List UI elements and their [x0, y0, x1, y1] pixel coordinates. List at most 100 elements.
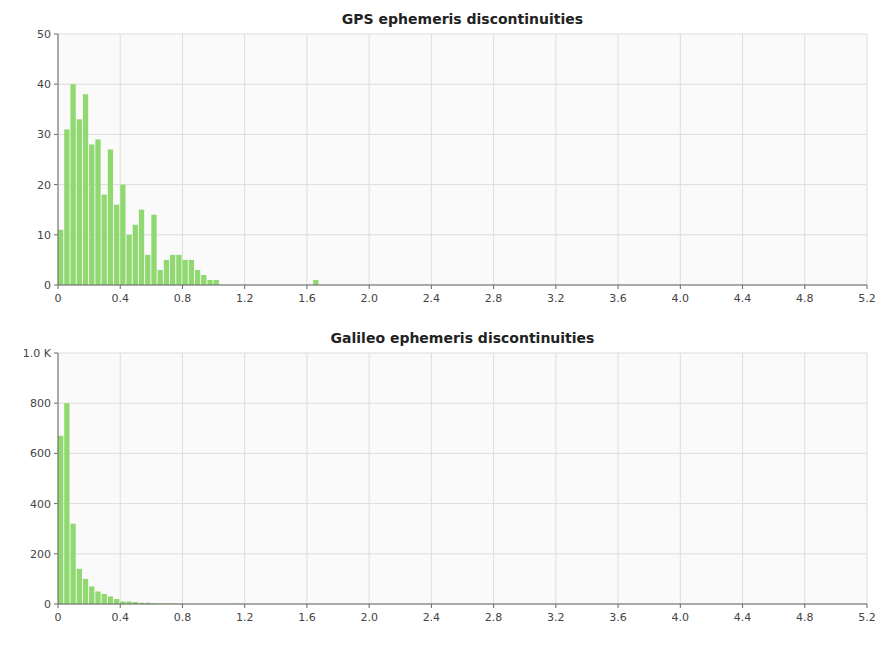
tick-mark	[54, 34, 58, 35]
grid-line	[742, 34, 743, 285]
tick-label: 4.4	[734, 611, 752, 624]
tick-mark	[54, 353, 58, 354]
tick-label: 800	[30, 397, 51, 410]
bar	[95, 139, 100, 285]
grid-line	[306, 34, 307, 285]
tick-label: 1.0 K	[23, 347, 52, 360]
tick-mark	[555, 285, 556, 289]
tick-label: 2.4	[423, 611, 441, 624]
tick-label: 4.0	[672, 292, 690, 305]
bar	[108, 596, 113, 604]
grid-line	[680, 353, 681, 604]
tick-label: 5.2	[858, 292, 876, 305]
bar	[108, 149, 113, 285]
tick-label: 1.2	[236, 292, 254, 305]
x-axis	[58, 604, 867, 605]
tick-mark	[54, 453, 58, 454]
bar	[114, 599, 119, 604]
tick-label: 2.4	[423, 292, 441, 305]
title: GPS ephemeris discontinuities	[342, 11, 583, 27]
bar	[77, 569, 82, 604]
tick-mark	[306, 604, 307, 608]
tick-mark	[680, 604, 681, 608]
grid-line	[58, 84, 867, 85]
tick-label: 0.8	[174, 292, 192, 305]
bar	[70, 84, 75, 285]
tick-mark	[54, 184, 58, 185]
tick-label: 3.2	[547, 292, 565, 305]
tick-mark	[182, 604, 183, 608]
grid-line	[58, 34, 867, 35]
bar	[214, 280, 219, 285]
bar	[176, 255, 181, 285]
bar	[164, 260, 169, 285]
tick-mark	[431, 604, 432, 608]
tick-mark	[493, 604, 494, 608]
tick-mark	[804, 604, 805, 608]
tick-label: 2.0	[360, 292, 378, 305]
grid-line	[244, 353, 245, 604]
bar	[89, 586, 94, 604]
tick-label: 400	[30, 498, 51, 511]
grid-line	[804, 34, 805, 285]
bar	[170, 255, 175, 285]
bar	[102, 195, 107, 285]
tick-label: 0.4	[111, 611, 129, 624]
grid-line	[58, 403, 867, 404]
tick-mark	[306, 285, 307, 289]
tick-label: 2.8	[485, 611, 503, 624]
grid-line	[58, 34, 59, 285]
grid-line	[493, 34, 494, 285]
tick-label: 4.8	[796, 292, 814, 305]
tick-mark	[54, 84, 58, 85]
bar	[158, 270, 163, 285]
grid-line	[867, 34, 868, 285]
grid-line	[58, 134, 867, 135]
tick-label: 1.6	[298, 611, 316, 624]
grid-line	[431, 34, 432, 285]
tick-label: 5.2	[858, 611, 876, 624]
tick-label: 0.8	[174, 611, 192, 624]
tick-label: 3.6	[609, 611, 627, 624]
grid-line	[182, 34, 183, 285]
bar	[58, 436, 63, 604]
grid-line	[182, 353, 183, 604]
tick-label: 10	[37, 229, 51, 242]
tick-label: 600	[30, 447, 51, 460]
bar	[133, 225, 138, 285]
grid-line	[555, 353, 556, 604]
grid-line	[493, 353, 494, 604]
tick-label: 0	[55, 611, 62, 624]
tick-mark	[618, 604, 619, 608]
tick-mark	[742, 285, 743, 289]
grid-line	[431, 353, 432, 604]
grid-line	[306, 353, 307, 604]
panel: Galileo ephemeris discontinuities0200400…	[23, 330, 876, 624]
tick-mark	[680, 285, 681, 289]
tick-label: 0.4	[111, 292, 129, 305]
tick-mark	[244, 604, 245, 608]
tick-label: 3.6	[609, 292, 627, 305]
tick-mark	[804, 285, 805, 289]
grid-line	[58, 553, 867, 554]
tick-mark	[867, 285, 868, 289]
tick-label: 0	[44, 598, 51, 611]
plot-area	[58, 34, 867, 285]
bar	[83, 579, 88, 604]
grid-line	[58, 604, 867, 605]
tick-label: 2.0	[360, 611, 378, 624]
tick-mark	[244, 285, 245, 289]
tick-mark	[54, 285, 58, 286]
grid-line	[369, 34, 370, 285]
tick-label: 4.4	[734, 292, 752, 305]
tick-mark	[58, 604, 59, 608]
tick-label: 200	[30, 548, 51, 561]
tick-label: 2.8	[485, 292, 503, 305]
bar	[102, 594, 107, 604]
plot-area	[58, 353, 867, 604]
tick-mark	[867, 604, 868, 608]
bar	[139, 210, 144, 285]
grid-line	[618, 353, 619, 604]
bar	[64, 129, 69, 285]
bar	[89, 144, 94, 285]
